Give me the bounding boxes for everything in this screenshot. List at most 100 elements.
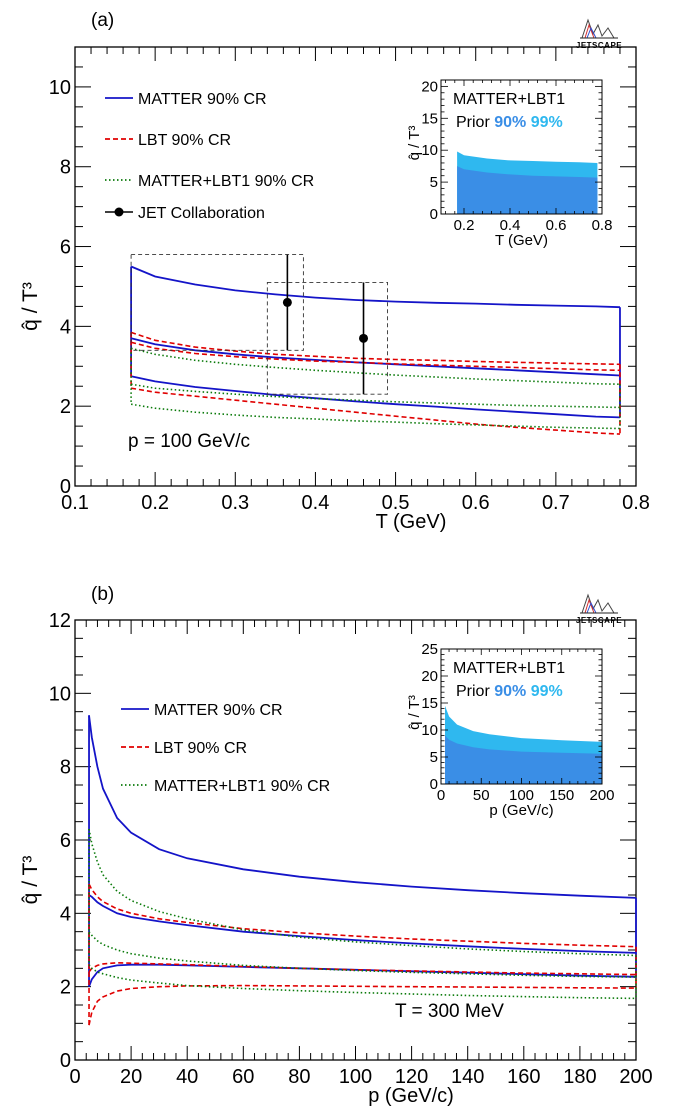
series-line-median-upper bbox=[88, 931, 637, 978]
y-tick-label: 8 bbox=[60, 157, 71, 179]
logo-text: JETSCAPE bbox=[576, 616, 622, 625]
series-line-lower bbox=[130, 387, 621, 435]
inset-x-axis-label: p (GeV/c) bbox=[489, 802, 553, 819]
y-tick-label: 2 bbox=[60, 396, 71, 418]
series-dotted bbox=[130, 347, 621, 430]
x-tick-label: 0.4 bbox=[302, 492, 330, 514]
logo-peak-blue bbox=[586, 26, 597, 39]
series-line-median-upper bbox=[130, 383, 621, 409]
jet-data-point bbox=[359, 333, 369, 343]
series-dashed bbox=[88, 883, 637, 1026]
logo-text: JETSCAPE bbox=[576, 41, 622, 50]
x-tick-label: 140 bbox=[451, 1066, 484, 1088]
y-tick-label: 0 bbox=[60, 476, 71, 498]
inset-y-tick-label: 20 bbox=[421, 668, 438, 685]
series-line-upper bbox=[88, 715, 637, 899]
inset-x-tick-label: 0 bbox=[437, 787, 445, 804]
series-line-median-upper bbox=[130, 341, 621, 372]
legend-label: MATTER+LBT1 90% CR bbox=[154, 778, 330, 795]
inset-legend: Prior 90% 99% bbox=[456, 683, 563, 700]
inset-y-tick-label: 5 bbox=[430, 749, 438, 766]
inset-y-tick-label: 10 bbox=[421, 722, 438, 739]
logo-peaks bbox=[581, 18, 615, 39]
logo-peak-blue bbox=[586, 601, 597, 614]
x-axis-label: p (GeV/c) bbox=[368, 1085, 454, 1107]
inset-frame bbox=[440, 79, 603, 215]
series-dotted bbox=[88, 828, 637, 1000]
series-line-lower bbox=[88, 984, 637, 1026]
series-line-lower bbox=[130, 375, 621, 419]
inset-x-tick-label: 0.4 bbox=[500, 217, 521, 234]
inset-x-tick-label: 50 bbox=[473, 787, 490, 804]
x-tick-label: 0.2 bbox=[141, 492, 169, 514]
y-tick-label: 2 bbox=[60, 977, 71, 999]
inset-legend-99: 99% bbox=[531, 114, 563, 131]
x-tick-label: 120 bbox=[395, 1066, 428, 1088]
y-tick-label: 8 bbox=[60, 757, 71, 779]
y-tick-label: 10 bbox=[49, 683, 71, 705]
legend-label: MATTER+LBT1 90% CR bbox=[138, 173, 314, 190]
inset-x-tick-label: 0.8 bbox=[592, 217, 613, 234]
y-axis-label: q̂ / T³ bbox=[19, 856, 42, 905]
legend: MATTER 90% CR LBT 90% CR MATTER+LBT1 90% C… bbox=[121, 702, 330, 795]
inset-x-tick-label: 100 bbox=[509, 787, 534, 804]
inset-legend-90: 90% bbox=[494, 114, 530, 131]
series-solid bbox=[130, 265, 621, 419]
inset-y-tick-label: 20 bbox=[421, 78, 438, 95]
inset-y-tick-label: 15 bbox=[421, 695, 438, 712]
x-tick-label: 0.8 bbox=[622, 492, 650, 514]
x-axis-label: T (GeV) bbox=[376, 511, 447, 533]
x-tick-label: 0.7 bbox=[542, 492, 570, 514]
legend-label: LBT 90% CR bbox=[154, 740, 247, 757]
x-tick-label: 0.3 bbox=[221, 492, 249, 514]
x-tick-label: 200 bbox=[619, 1066, 652, 1088]
logo-peak-red bbox=[584, 598, 595, 614]
legend: MATTER 90% CR LBT 90% CR MATTER+LBT1 90% C… bbox=[105, 91, 314, 222]
series-line-upper bbox=[88, 883, 637, 948]
inset-y-tick-label: 0 bbox=[430, 206, 438, 223]
inset-y-axis-label: q̂ / T³ bbox=[406, 126, 423, 161]
series-line-upper bbox=[88, 828, 637, 957]
y-tick-label: 12 bbox=[49, 610, 71, 632]
panel-label: (b) bbox=[91, 584, 114, 605]
y-tick-label: 6 bbox=[60, 237, 71, 259]
x-tick-label: 0.6 bbox=[462, 492, 490, 514]
y-axis-label: q̂ / T³ bbox=[19, 282, 42, 331]
series-line-upper bbox=[130, 331, 621, 366]
y-tick-label: 0 bbox=[60, 1050, 71, 1072]
chart-panel-a: (a) 0.1 0.2 0.3 0.4 0.5 0.6 0.7 0.8 0 2 4 6 8 10 T (GeV… bbox=[19, 10, 650, 533]
y-tick-label: 4 bbox=[60, 316, 71, 338]
x-tick-label: 40 bbox=[176, 1066, 198, 1088]
inset-y-tick-label: 15 bbox=[421, 110, 438, 127]
annotation: p = 100 GeV/c bbox=[128, 431, 250, 452]
legend-label: MATTER 90% CR bbox=[154, 702, 283, 719]
panel-label: (a) bbox=[91, 10, 114, 31]
x-tick-label: 100 bbox=[339, 1066, 372, 1088]
inset-x-tick-label: 0.6 bbox=[546, 217, 567, 234]
logo-peaks bbox=[581, 593, 615, 614]
series-line-lower bbox=[130, 403, 621, 430]
x-tick-label: 0.1 bbox=[61, 492, 89, 514]
x-tick-label: 80 bbox=[288, 1066, 310, 1088]
jet-uncertainty-box bbox=[266, 282, 389, 395]
legend-label: LBT 90% CR bbox=[138, 132, 231, 149]
y-tick-label: 10 bbox=[49, 77, 71, 99]
legend-label: JET Collaboration bbox=[138, 205, 265, 222]
inset-band-90 bbox=[445, 735, 602, 784]
inset-legend-90: 90% bbox=[494, 683, 530, 700]
series-line-median-upper bbox=[130, 337, 621, 377]
jetscape-logo: JETSCAPE bbox=[576, 18, 622, 50]
inset-y-axis-label: q̂ / T³ bbox=[406, 695, 423, 730]
x-tick-label: 180 bbox=[563, 1066, 596, 1088]
series-line-upper bbox=[130, 347, 621, 385]
inset: 0.2 0.4 0.6 0.8 0 5 10 15 20 T (GeV) q̂ / T³ MATTER… bbox=[406, 78, 612, 249]
x-tick-label: 160 bbox=[507, 1066, 540, 1088]
legend-marker bbox=[114, 207, 124, 217]
inset-y-tick-label: 25 bbox=[421, 641, 438, 658]
inset-band-90 bbox=[457, 166, 598, 214]
series-dashed bbox=[130, 331, 621, 435]
inset-x-axis-label: T (GeV) bbox=[495, 232, 548, 249]
inset-legend-prior: Prior bbox=[456, 114, 494, 131]
inset-x-tick-label: 0.2 bbox=[454, 217, 475, 234]
